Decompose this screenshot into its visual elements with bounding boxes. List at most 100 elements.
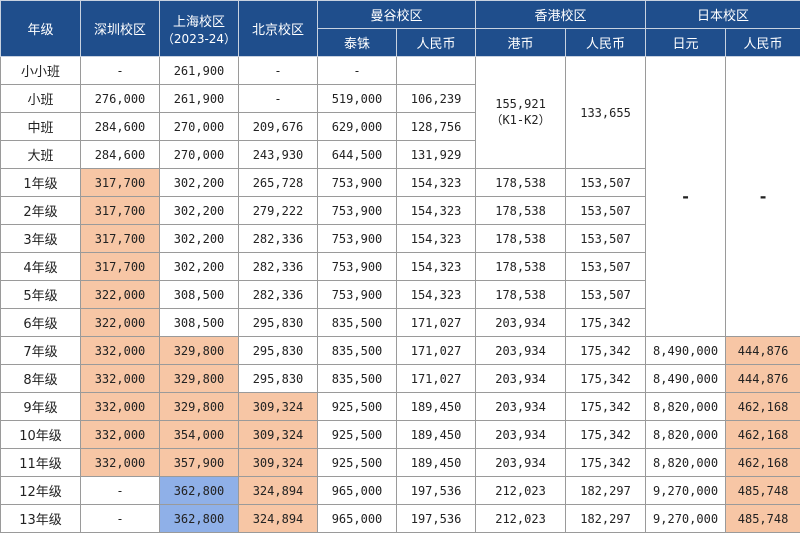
beijing-cell: 309,324 [238,392,318,421]
header-shanghai-year: （2023-24） [161,31,237,46]
beijing-cell: 282,336 [238,224,318,253]
thb-cell: 835,500 [317,336,397,365]
rmb-hongkong-cell: 153,507 [565,196,647,225]
jpy-cell: 8,820,000 [645,448,727,477]
thb-cell: 753,900 [317,280,397,309]
table-row: 1年级 317,700 302,200 265,728 753,900 154,… [0,168,800,197]
header-rmb-bangkok: 人民币 [395,28,477,57]
jpy-cell: 8,820,000 [645,392,727,421]
table-row: 9年级 332,000 329,800 309,324 925,500 189,… [0,392,800,421]
thb-cell: 835,500 [317,364,397,393]
rmb-hongkong-cell: 175,342 [565,448,647,477]
shanghai-cell: 261,900 [159,56,239,85]
thb-cell: 629,000 [317,112,397,141]
hkd-cell: 178,538 [475,280,567,309]
grade-cell: 11年级 [0,448,81,477]
table-row: 小班 276,000 261,900 - 519,000 106,239 [0,84,800,113]
grade-cell: 9年级 [0,392,81,421]
table-row: 13年级 - 362,800 324,894 965,000 197,536 2… [0,504,800,533]
beijing-cell: 265,728 [238,168,318,197]
beijing-cell: 209,676 [238,112,318,141]
table-row: 11年级 332,000 357,900 309,324 925,500 189… [0,448,800,477]
shanghai-cell: 354,000 [159,420,239,449]
rmb-japan-cell: 444,876 [725,336,800,365]
hkd-cell: 178,538 [475,168,567,197]
japan-na-jpy-cell: - [645,56,727,337]
rmb-bangkok-cell: 171,027 [395,364,477,393]
header-shanghai-label: 上海校区 [172,14,225,30]
hkd-cell: 178,538 [475,224,567,253]
shanghai-cell: 329,800 [159,336,239,365]
grade-cell: 4年级 [0,252,81,281]
shenzhen-cell: - [80,56,160,85]
shenzhen-cell: 332,000 [80,336,160,365]
table-row: 8年级 332,000 329,800 295,830 835,500 171,… [0,364,800,393]
grade-cell: 8年级 [0,364,81,393]
shanghai-cell: 329,800 [159,364,239,393]
thb-cell: - [317,56,397,85]
rmb-japan-cell: 485,748 [725,476,800,505]
thb-cell: 925,500 [317,448,397,477]
rmb-japan-cell: 462,168 [725,392,800,421]
beijing-cell: 309,324 [238,420,318,449]
hkd-cell: 203,934 [475,364,567,393]
grade-cell: 小小班 [0,56,81,85]
table-row: 5年级 322,000 308,500 282,336 753,900 154,… [0,280,800,309]
thb-cell: 925,500 [317,392,397,421]
shanghai-cell: 302,200 [159,252,239,281]
thb-cell: 753,900 [317,252,397,281]
header-jpy: 日元 [645,28,727,57]
grade-cell: 中班 [0,112,81,141]
hkd-cell: 212,023 [475,476,567,505]
rmb-bangkok-cell: 154,323 [395,252,477,281]
shanghai-cell: 302,200 [159,168,239,197]
shenzhen-cell: 317,700 [80,196,160,225]
grade-cell: 大班 [0,140,81,169]
shenzhen-cell: 332,000 [80,420,160,449]
rmb-japan-cell: 462,168 [725,420,800,449]
shenzhen-cell: 317,700 [80,224,160,253]
hk-early-rmb-cell: 133,655 [565,56,647,169]
header-grade: 年级 [0,0,81,57]
beijing-cell: 309,324 [238,448,318,477]
hk-early-hkd: 155,921 [495,97,546,111]
hkd-cell: 212,023 [475,504,567,533]
beijing-cell: 295,830 [238,308,318,337]
japan-na-rmb-cell: - [725,56,800,337]
thb-cell: 835,500 [317,308,397,337]
shenzhen-cell: - [80,504,160,533]
table-row: 小小班 - 261,900 - - 155,921 （K1-K2） 133,65… [0,56,800,337]
thb-cell: 753,900 [317,224,397,253]
rmb-japan-cell: 485,748 [725,504,800,533]
header-japan: 日本校区 [645,0,800,29]
thb-cell: 965,000 [317,476,397,505]
beijing-cell: 282,336 [238,280,318,309]
shanghai-cell: 270,000 [159,140,239,169]
rmb-japan-cell: 444,876 [725,364,800,393]
grade-cell: 12年级 [0,476,81,505]
grade-cell: 5年级 [0,280,81,309]
thb-cell: 644,500 [317,140,397,169]
shanghai-cell: 261,900 [159,84,239,113]
shanghai-cell: 362,800 [159,476,239,505]
beijing-cell: - [238,84,318,113]
shanghai-cell: 302,200 [159,224,239,253]
header-rmb-hongkong: 人民币 [565,28,647,57]
header-beijing: 北京校区 [238,0,318,57]
jpy-cell: 9,270,000 [645,476,727,505]
shanghai-cell: 308,500 [159,280,239,309]
header-hkd: 港币 [475,28,567,57]
hk-early-hkd-cell: 155,921 （K1-K2） [475,56,567,169]
table-body: 小小班 - 261,900 - - 155,921 （K1-K2） 133,65… [0,56,800,533]
beijing-cell: 243,930 [238,140,318,169]
rmb-bangkok-cell: 131,929 [395,140,477,169]
shenzhen-cell: 332,000 [80,448,160,477]
table-row: 6年级 322,000 308,500 295,830 835,500 171,… [0,308,800,337]
rmb-bangkok-cell: 189,450 [395,448,477,477]
shanghai-cell: 329,800 [159,392,239,421]
rmb-hongkong-cell: 175,342 [565,336,647,365]
beijing-cell: 324,894 [238,476,318,505]
hkd-cell: 178,538 [475,196,567,225]
hkd-cell: 203,934 [475,448,567,477]
